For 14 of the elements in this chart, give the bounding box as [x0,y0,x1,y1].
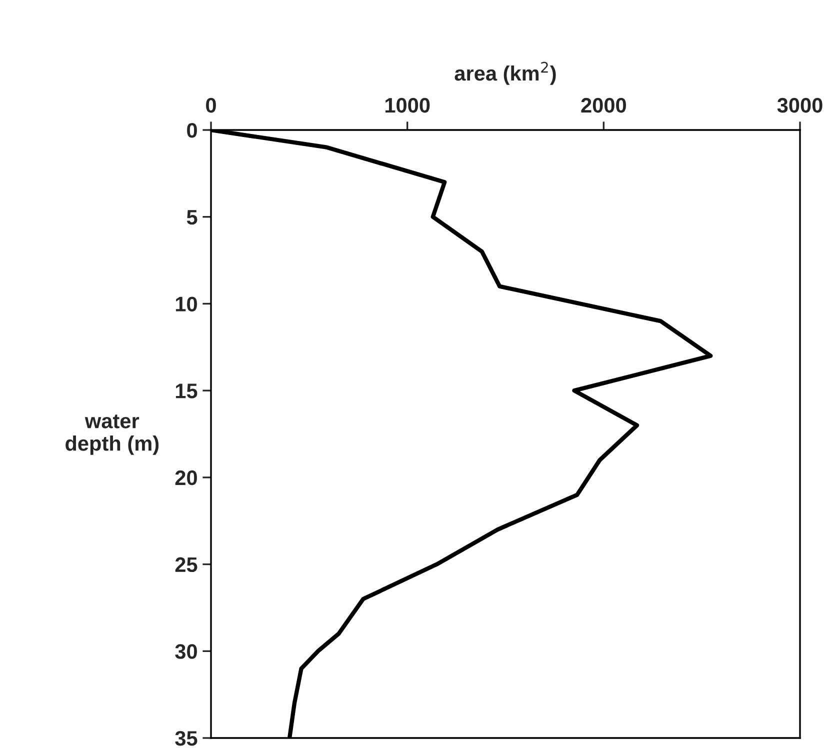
x-axis-title: area (km$^{2}$) [454,62,556,85]
y-tick-label: 20 [175,470,197,486]
x-tick-label: 1000 [385,98,430,113]
y-axis-title: water depth (m) [66,414,159,455]
y-tick-label: 0 [187,123,197,138]
y-tick-label: 5 [186,210,198,225]
y-tick-label: 30 [175,644,197,659]
x-tick-label: 2000 [581,98,626,113]
x-tick-label: 0 [206,98,216,113]
y-tick-label: 15 [176,384,198,398]
x-tick-label: 3000 [777,98,822,113]
y-tick-label: 25 [175,557,198,572]
y-tick-label: 35 [175,731,198,746]
y-tick-label: 10 [176,296,197,312]
